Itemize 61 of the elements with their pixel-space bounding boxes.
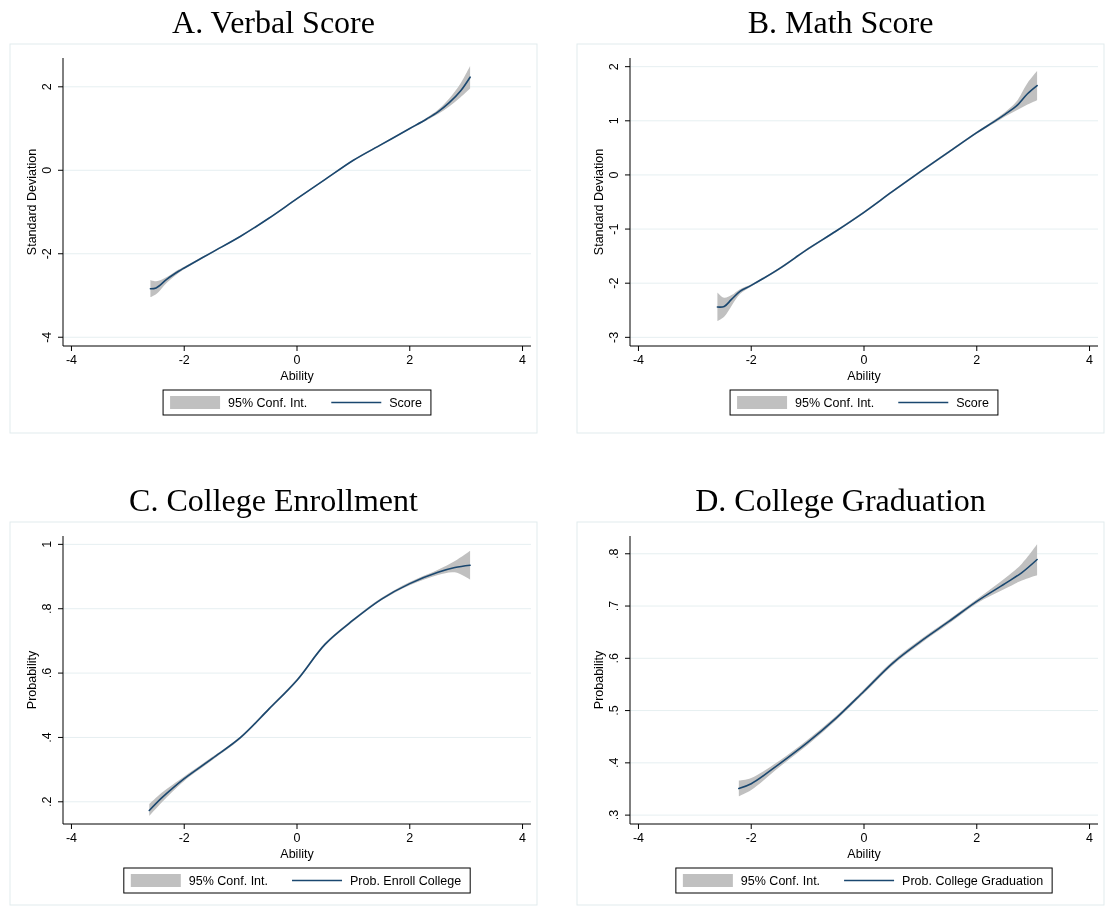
legend-label: 95% Conf. Int.: [795, 396, 875, 410]
y-tick-label: .6: [39, 667, 54, 679]
x-tick-label: -4: [65, 831, 78, 845]
chart-title: A. Verbal Score: [172, 4, 375, 40]
y-tick-label: -1: [606, 223, 621, 235]
y-tick-label: -4: [39, 331, 54, 343]
chart-title: B. Math Score: [747, 4, 934, 40]
y-tick-label: .5: [606, 705, 621, 716]
y-tick-label: .7: [606, 600, 621, 612]
y-axis-title: Standard Deviation: [25, 148, 39, 256]
legend-label: Prob. College Graduation: [902, 874, 1044, 888]
y-tick-label: .2: [39, 796, 54, 808]
x-tick-label: 2: [406, 831, 414, 845]
y-tick-label: .3: [606, 809, 621, 821]
x-tick-label: 2: [973, 353, 981, 367]
x-tick-label: -4: [632, 831, 645, 845]
x-tick-label: -4: [632, 353, 645, 367]
chart-title: D. College Graduation: [695, 482, 986, 518]
legend-label: 95% Conf. Int.: [228, 396, 308, 410]
y-tick-label: -3: [606, 331, 621, 343]
x-axis-title: Ability: [847, 847, 882, 861]
x-tick-label: 0: [860, 831, 868, 845]
y-tick-label: -2: [39, 248, 54, 260]
x-tick-label: 4: [1086, 353, 1094, 367]
y-tick-label: .8: [606, 548, 621, 559]
x-tick-label: -2: [178, 353, 190, 367]
y-tick-label: .4: [606, 757, 621, 769]
y-tick-label: 1: [39, 540, 54, 548]
x-tick-label: 2: [406, 353, 414, 367]
y-tick-label: -2: [606, 277, 621, 289]
y-axis-title: Probability: [25, 650, 39, 710]
x-axis-title: Ability: [847, 369, 882, 383]
legend-label: 95% Conf. Int.: [740, 874, 821, 888]
legend-label: Prob. Enroll College: [350, 874, 462, 888]
x-tick-label: -2: [745, 353, 757, 367]
x-tick-label: 4: [1086, 831, 1094, 845]
x-tick-label: 2: [973, 831, 981, 845]
x-tick-label: -4: [65, 353, 78, 367]
x-tick-label: 0: [293, 353, 301, 367]
y-tick-label: .8: [39, 603, 54, 614]
x-tick-label: -2: [178, 831, 190, 845]
x-tick-label: 0: [860, 353, 868, 367]
x-tick-label: -2: [745, 831, 757, 845]
x-axis-title: Ability: [280, 847, 315, 861]
legend-label: 95% Conf. Int.: [188, 874, 269, 888]
legend-label: Score: [389, 396, 422, 410]
x-tick-label: 4: [519, 831, 527, 845]
y-tick-label: .4: [39, 732, 54, 743]
y-axis-title: Standard Deviation: [592, 148, 606, 256]
x-axis-title: Ability: [280, 369, 315, 383]
y-tick-label: 2: [39, 83, 54, 91]
y-tick-label: 1: [606, 117, 621, 125]
y-tick-label: .6: [606, 653, 621, 664]
y-tick-label: 0: [39, 166, 54, 174]
y-tick-label: 2: [606, 63, 621, 71]
y-tick-label: 0: [606, 171, 621, 179]
y-axis-title: Probability: [592, 650, 606, 710]
x-tick-label: 0: [293, 831, 301, 845]
x-tick-label: 4: [519, 353, 527, 367]
chart-title: C. College Enrollment: [129, 482, 419, 518]
legend-label: Score: [956, 396, 989, 410]
